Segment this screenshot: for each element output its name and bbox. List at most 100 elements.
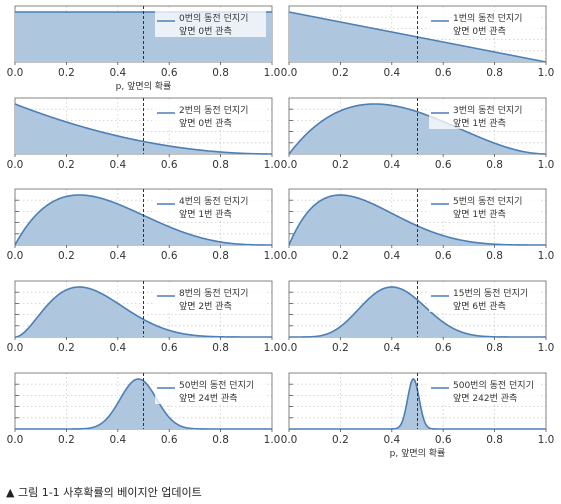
x-tick-label: 0.2 bbox=[332, 434, 349, 446]
annotation-line-2: 앞면 6번 관측 bbox=[453, 300, 506, 312]
density-line bbox=[289, 286, 546, 338]
annotation-box bbox=[155, 101, 266, 129]
x-tick-label: 0.4 bbox=[383, 67, 400, 79]
annotation-line-1: 0번의 동전 던지기 bbox=[179, 13, 248, 24]
annotation-line-1: 4번의 동전 던지기 bbox=[179, 196, 248, 207]
x-tick-label: 1.0 bbox=[538, 250, 555, 262]
annotation-line-2: 앞면 0번 관측 bbox=[453, 25, 506, 37]
x-tick-label: 0.8 bbox=[212, 159, 229, 171]
x-tick-label: 1.0 bbox=[264, 159, 281, 171]
x-tick-label: 0.2 bbox=[332, 342, 349, 354]
x-tick-label: 0.4 bbox=[109, 434, 126, 446]
x-tick-label: 0.6 bbox=[161, 434, 178, 446]
x-tick-label: 0.2 bbox=[332, 159, 349, 171]
x-tick-label: 0.0 bbox=[7, 67, 24, 79]
x-tick-label: 0.8 bbox=[212, 434, 229, 446]
x-tick-label: 0.2 bbox=[58, 159, 75, 171]
annotation-line-1: 15번의 동전 던지기 bbox=[453, 288, 528, 299]
x-axis-label: p, 앞면의 확률 bbox=[116, 80, 172, 92]
x-tick-label: 0.2 bbox=[332, 250, 349, 262]
x-tick-label: 0.6 bbox=[435, 342, 452, 354]
x-tick-label: 1.0 bbox=[538, 67, 555, 79]
annotation-line-1: 3번의 동전 던지기 bbox=[453, 105, 522, 116]
density-area bbox=[15, 287, 272, 337]
density-area bbox=[15, 104, 272, 154]
x-tick-label: 0.4 bbox=[109, 250, 126, 262]
annotation-line-2: 앞면 0번 관측 bbox=[179, 117, 232, 129]
x-tick-label: 0.0 bbox=[281, 67, 298, 79]
x-axis-label: p, 앞면의 확률 bbox=[390, 447, 446, 459]
x-tick-label: 0.6 bbox=[435, 67, 452, 79]
x-tick-label: 0.6 bbox=[161, 159, 178, 171]
x-tick-label: 0.6 bbox=[435, 159, 452, 171]
x-tick-label: 0.8 bbox=[486, 342, 503, 354]
annotation-line-1: 8번의 동전 던지기 bbox=[179, 288, 248, 299]
x-tick-label: 1.0 bbox=[538, 159, 555, 171]
annotation-box bbox=[429, 376, 540, 404]
x-tick-label: 0.8 bbox=[212, 250, 229, 262]
x-tick-label: 0.6 bbox=[435, 434, 452, 446]
density-line bbox=[14, 286, 272, 338]
x-tick-label: 0.4 bbox=[383, 434, 400, 446]
x-tick-label: 0.2 bbox=[58, 67, 75, 79]
annotation-box bbox=[155, 192, 266, 220]
x-tick-label: 0.6 bbox=[161, 250, 178, 262]
x-tick-label: 0.2 bbox=[58, 250, 75, 262]
x-tick-label: 0.0 bbox=[281, 342, 298, 354]
x-tick-label: 0.4 bbox=[109, 159, 126, 171]
x-tick-label: 1.0 bbox=[264, 342, 281, 354]
x-tick-label: 1.0 bbox=[264, 434, 281, 446]
x-tick-label: 0.2 bbox=[58, 434, 75, 446]
x-tick-label: 0.8 bbox=[486, 250, 503, 262]
annotation-line-2: 앞면 1번 관측 bbox=[179, 208, 232, 220]
x-tick-label: 1.0 bbox=[264, 250, 281, 262]
annotation-line-2: 앞면 242번 관측 bbox=[453, 392, 517, 404]
annotation-line-1: 5번의 동전 던지기 bbox=[453, 196, 522, 207]
x-tick-label: 0.0 bbox=[281, 250, 298, 262]
x-tick-label: 0.4 bbox=[109, 67, 126, 79]
x-tick-label: 0.6 bbox=[161, 342, 178, 354]
annotation-box bbox=[155, 9, 266, 37]
figure-caption: ▲ 그림 1-1 사후확률의 베이지안 업데이트 bbox=[6, 486, 202, 499]
annotation-line-1: 50번의 동전 던지기 bbox=[179, 380, 254, 391]
x-tick-label: 0.6 bbox=[435, 250, 452, 262]
density-line bbox=[14, 103, 272, 155]
x-tick-label: 0.8 bbox=[212, 342, 229, 354]
annotation-line-2: 앞면 24번 관측 bbox=[179, 392, 238, 404]
x-tick-label: 0.4 bbox=[383, 250, 400, 262]
x-tick-label: 1.0 bbox=[264, 67, 281, 79]
x-tick-label: 0.4 bbox=[383, 342, 400, 354]
x-tick-label: 0.0 bbox=[7, 342, 24, 354]
annotation-line-2: 앞면 1번 관측 bbox=[453, 117, 506, 129]
annotation-box bbox=[429, 284, 540, 312]
x-tick-label: 0.2 bbox=[58, 342, 75, 354]
x-tick-label: 0.8 bbox=[486, 67, 503, 79]
x-tick-label: 0.6 bbox=[161, 67, 178, 79]
x-tick-label: 0.8 bbox=[212, 67, 229, 79]
annotation-box bbox=[429, 9, 540, 37]
x-tick-label: 0.4 bbox=[383, 159, 400, 171]
x-tick-label: 0.0 bbox=[7, 434, 24, 446]
x-tick-label: 0.4 bbox=[109, 342, 126, 354]
x-tick-label: 1.0 bbox=[538, 434, 555, 446]
x-tick-label: 0.0 bbox=[7, 250, 24, 262]
annotation-box bbox=[155, 376, 266, 404]
annotation-box bbox=[155, 284, 266, 312]
x-tick-label: 1.0 bbox=[538, 342, 555, 354]
annotation-box bbox=[429, 192, 540, 220]
density-area bbox=[289, 195, 546, 245]
annotation-box bbox=[429, 101, 540, 129]
x-tick-label: 0.0 bbox=[7, 159, 24, 171]
x-tick-label: 0.8 bbox=[486, 159, 503, 171]
